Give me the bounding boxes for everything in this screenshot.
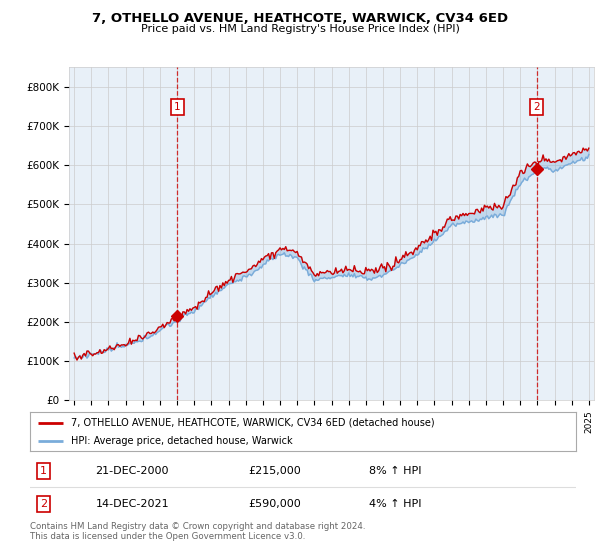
Text: 7, OTHELLO AVENUE, HEATHCOTE, WARWICK, CV34 6ED (detached house): 7, OTHELLO AVENUE, HEATHCOTE, WARWICK, C… <box>71 418 434 428</box>
Text: HPI: Average price, detached house, Warwick: HPI: Average price, detached house, Warw… <box>71 436 293 446</box>
Text: 7, OTHELLO AVENUE, HEATHCOTE, WARWICK, CV34 6ED: 7, OTHELLO AVENUE, HEATHCOTE, WARWICK, C… <box>92 12 508 25</box>
Text: Contains HM Land Registry data © Crown copyright and database right 2024.
This d: Contains HM Land Registry data © Crown c… <box>30 522 365 542</box>
Text: 2: 2 <box>40 499 47 509</box>
Text: 21-DEC-2000: 21-DEC-2000 <box>95 466 169 476</box>
Text: 1: 1 <box>40 466 47 476</box>
Text: 8% ↑ HPI: 8% ↑ HPI <box>368 466 421 476</box>
Text: Price paid vs. HM Land Registry's House Price Index (HPI): Price paid vs. HM Land Registry's House … <box>140 24 460 34</box>
Text: 2: 2 <box>533 102 540 112</box>
Text: £590,000: £590,000 <box>248 499 301 509</box>
Text: £215,000: £215,000 <box>248 466 301 476</box>
Text: 1: 1 <box>174 102 181 112</box>
Text: 4% ↑ HPI: 4% ↑ HPI <box>368 499 421 509</box>
Text: 14-DEC-2021: 14-DEC-2021 <box>95 499 169 509</box>
